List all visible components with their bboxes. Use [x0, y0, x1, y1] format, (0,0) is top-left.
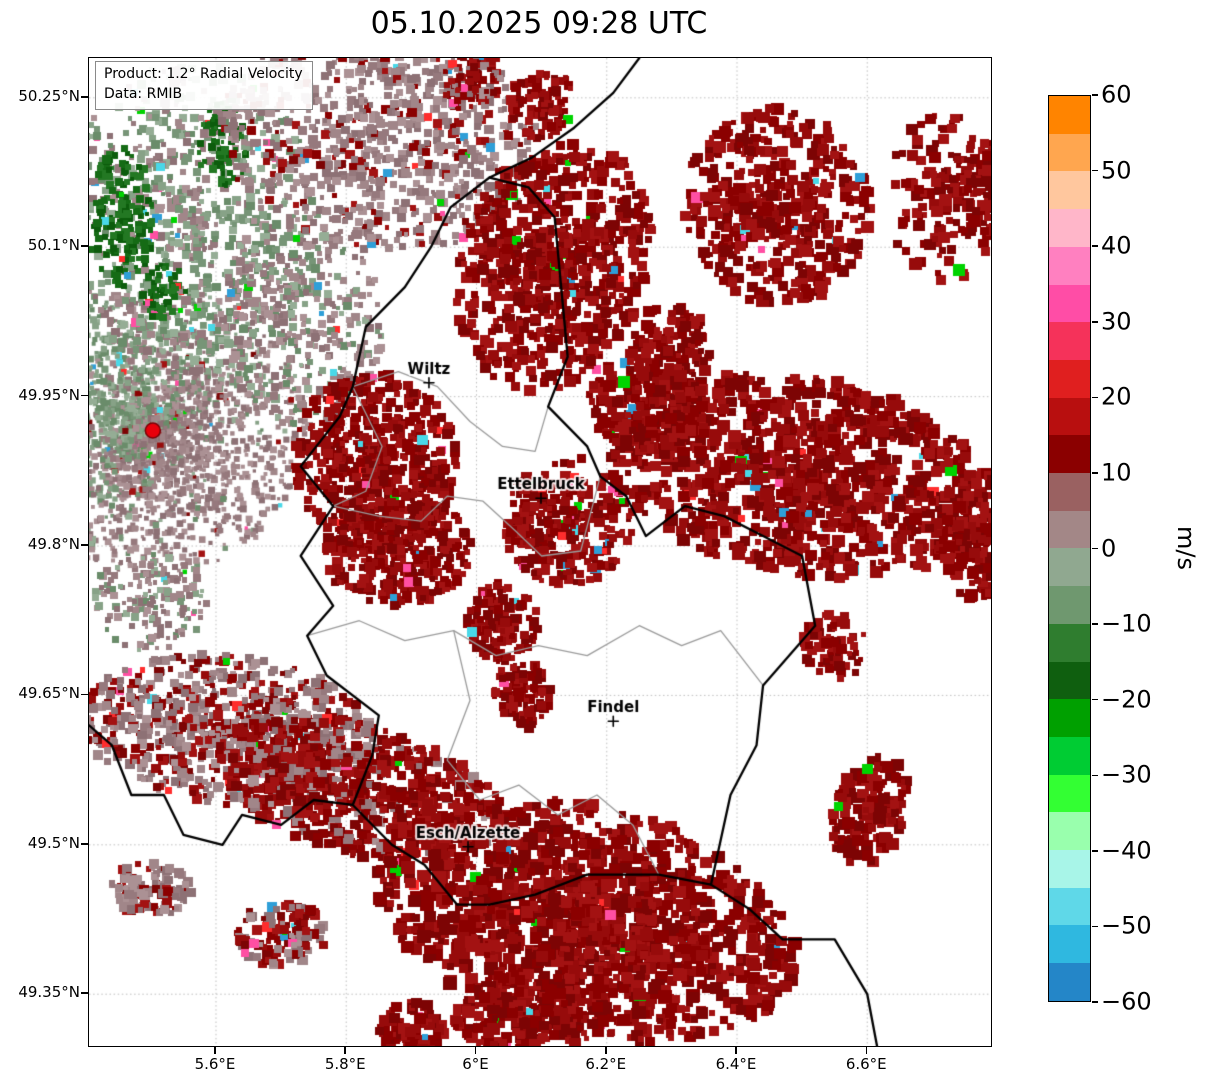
y-tick-label: 49.8°N — [27, 535, 80, 554]
y-axis-tick-mark — [81, 843, 88, 845]
x-tick-label: 6.2°E — [585, 1055, 627, 1073]
colorbar-tick-mark — [1092, 850, 1098, 852]
y-axis-tick-mark — [81, 992, 88, 994]
x-axis-tick-mark — [735, 1047, 737, 1054]
colorbar-segment — [1049, 246, 1090, 285]
data-source-label: Data: RMIB — [104, 85, 183, 102]
colorbar-segment — [1049, 322, 1090, 360]
colorbar-tick-mark — [1092, 94, 1098, 96]
colorbar-tick-label: 50 — [1101, 156, 1132, 185]
y-axis-tick-mark — [81, 245, 88, 247]
colorbar-segment — [1049, 435, 1090, 474]
y-tick-label: 49.5°N — [27, 833, 80, 852]
colorbar-segment — [1049, 359, 1090, 398]
colorbar-segment — [1049, 812, 1090, 851]
colorbar-tick-mark — [1092, 1001, 1098, 1003]
colorbar-tick-label: 40 — [1101, 231, 1132, 260]
y-tick-label: 49.35°N — [18, 983, 80, 1002]
colorbar-segment — [1049, 887, 1090, 926]
colorbar-tick-mark — [1092, 698, 1098, 701]
colorbar-tick-mark — [1092, 774, 1098, 776]
map-plot: Product: 1.2° Radial Velocity Data: RMIB — [88, 57, 992, 1047]
x-tick-label: 5.8°E — [324, 1055, 366, 1073]
colorbar-segment — [1049, 284, 1090, 323]
colorbar-tick-mark — [1092, 396, 1098, 399]
colorbar-tick-label: −20 — [1101, 685, 1152, 714]
colorbar-segment — [1049, 586, 1090, 624]
colorbar-segment — [1049, 96, 1090, 134]
colorbar-segment — [1049, 209, 1090, 247]
y-tick-label: 49.65°N — [18, 684, 80, 703]
velocity-colorbar — [1048, 95, 1091, 1002]
colorbar-segment — [1049, 548, 1090, 587]
colorbar-gradient — [1049, 96, 1090, 1001]
product-info-box: Product: 1.2° Radial Velocity Data: RMIB — [95, 61, 313, 110]
colorbar-segment — [1049, 661, 1090, 700]
colorbar-tick-mark — [1092, 169, 1098, 172]
colorbar-segment — [1049, 736, 1090, 775]
y-axis-tick-mark — [81, 693, 88, 696]
colorbar-tick-mark — [1092, 547, 1098, 550]
y-tick-label: 49.95°N — [18, 385, 80, 404]
figure-title: 05.10.2025 09:28 UTC — [370, 6, 708, 41]
colorbar-tick-mark — [1092, 321, 1098, 323]
colorbar-segment — [1049, 397, 1090, 436]
x-tick-label: 6.4°E — [715, 1055, 757, 1073]
colorbar-tick-label: −40 — [1101, 836, 1152, 865]
colorbar-tick-mark — [1092, 623, 1098, 625]
colorbar-tick-label: −60 — [1101, 987, 1152, 1016]
y-axis-tick-mark — [81, 544, 88, 546]
y-tick-label: 50.25°N — [18, 86, 80, 105]
colorbar-tick-label: 20 — [1101, 382, 1132, 411]
y-axis-tick-mark — [81, 96, 88, 98]
colorbar-segment — [1049, 699, 1090, 737]
colorbar-tick-label: 10 — [1101, 458, 1132, 487]
colorbar-tick-label: −50 — [1101, 911, 1152, 940]
colorbar-tick-label: 60 — [1101, 80, 1132, 109]
colorbar-tick-label: 0 — [1101, 533, 1117, 562]
colorbar-tick-mark — [1092, 245, 1098, 247]
x-axis-tick-mark — [214, 1047, 216, 1054]
colorbar-tick-mark — [1092, 472, 1098, 474]
y-tick-label: 50.1°N — [27, 236, 80, 255]
x-axis-tick-mark — [865, 1047, 867, 1054]
y-axis-tick-mark — [81, 394, 88, 397]
x-axis-tick-mark — [474, 1047, 477, 1054]
x-tick-label: 5.6°E — [194, 1055, 236, 1073]
x-tick-label: 6.6°E — [845, 1055, 887, 1073]
colorbar-segment — [1049, 510, 1090, 549]
x-axis-tick-mark — [344, 1047, 346, 1054]
radar-map-canvas — [89, 58, 991, 1046]
colorbar-segment — [1049, 623, 1090, 662]
colorbar-segment — [1049, 473, 1090, 511]
x-axis-tick-mark — [605, 1047, 607, 1054]
colorbar-tick-mark — [1092, 925, 1098, 928]
colorbar-tick-label: −30 — [1101, 760, 1152, 789]
colorbar-segment — [1049, 774, 1090, 813]
colorbar-segment — [1049, 925, 1090, 964]
colorbar-segment — [1049, 850, 1090, 888]
colorbar-unit-label: m/s — [1172, 526, 1200, 570]
colorbar-segment — [1049, 133, 1090, 172]
product-label: Product: 1.2° Radial Velocity — [104, 66, 303, 82]
colorbar-tick-label: 30 — [1101, 307, 1132, 336]
colorbar-segment — [1049, 963, 1090, 1001]
colorbar-segment — [1049, 171, 1090, 210]
x-tick-label: 6°E — [462, 1055, 489, 1073]
colorbar-tick-label: −10 — [1101, 609, 1152, 638]
